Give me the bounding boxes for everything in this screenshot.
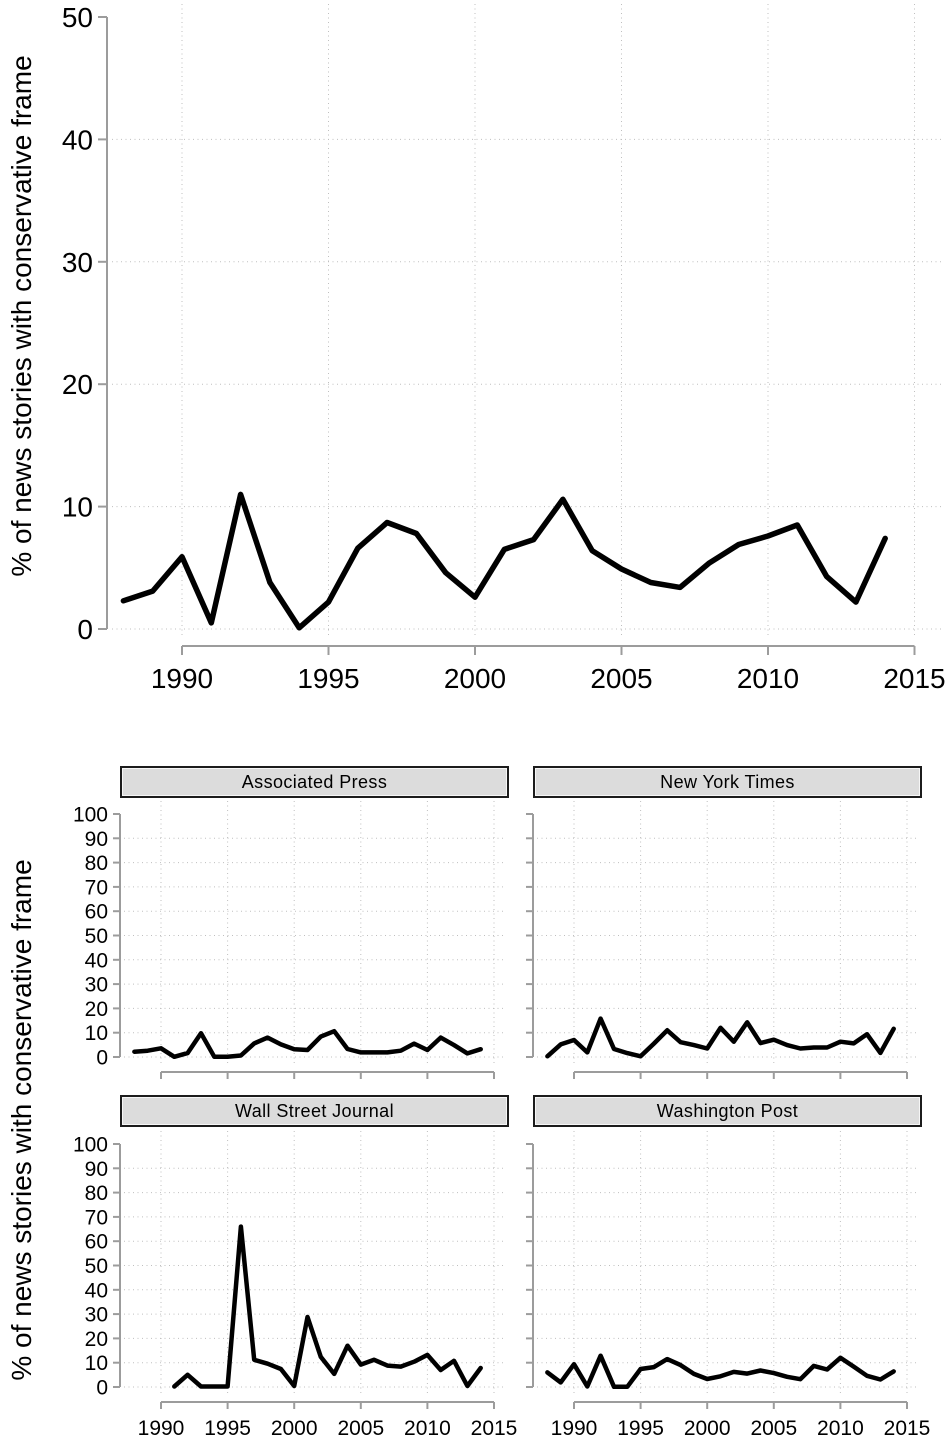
y-tick-label: 40 xyxy=(62,124,93,155)
x-tick-label: 2015 xyxy=(884,1417,931,1440)
x-tick-label: 1995 xyxy=(297,663,359,694)
y-tick-label: 40 xyxy=(85,949,108,972)
y-tick-label: 10 xyxy=(85,1352,108,1375)
chart-overall: 0 10 20 30 40 50 1990 1995 2000 2005 2010 2015 xyxy=(62,2,945,694)
y-tick-label: 80 xyxy=(85,852,108,875)
gridlines-overall xyxy=(112,4,941,636)
y-tick-label: 100 xyxy=(73,804,108,827)
y-tick-label: 60 xyxy=(85,1231,108,1254)
x-tick-label: 1990 xyxy=(551,1417,598,1440)
gridlines-new-york-times xyxy=(537,801,919,1066)
x-tick-label: 2000 xyxy=(271,1417,318,1440)
x-tick-label: 2000 xyxy=(444,663,506,694)
wall-street-journal-series-line xyxy=(172,1224,483,1389)
panel-header-associated-press: Associated Press xyxy=(120,766,509,798)
axes-new-york-times xyxy=(526,813,908,1079)
x-tick-label: 2015 xyxy=(471,1417,518,1440)
y-tick-label: 30 xyxy=(85,1304,108,1327)
x-tick-label: 2015 xyxy=(883,663,945,694)
x-tick-label: 2010 xyxy=(737,663,799,694)
gridlines-wall-street-journal xyxy=(124,1131,506,1396)
y-tick-label: 60 xyxy=(85,901,108,924)
y-tick-label: 30 xyxy=(85,974,108,997)
y-tick-label: 20 xyxy=(85,1328,108,1351)
x-tick-label: 2000 xyxy=(684,1417,731,1440)
washington-post-series-line xyxy=(545,1353,896,1390)
chart-washington-post: 1990 1995 2000 2005 2010 2015 xyxy=(526,1131,930,1440)
y-tick-label: 20 xyxy=(85,998,108,1021)
y-tick-label: 10 xyxy=(62,492,93,523)
x-tick-label: 2010 xyxy=(404,1417,451,1440)
y-tick-label: 50 xyxy=(85,925,108,948)
x-tick-label: 2005 xyxy=(750,1417,797,1440)
axes-washington-post: 1990 1995 2000 2005 2010 2015 xyxy=(526,1143,931,1440)
chart-new-york-times xyxy=(526,801,919,1079)
gridlines-associated-press xyxy=(124,801,506,1066)
y-tick-label: 90 xyxy=(85,1158,108,1181)
gridlines-washington-post xyxy=(537,1131,919,1396)
y-tick-label: 0 xyxy=(96,1377,108,1400)
panel-header-washington-post: Washington Post xyxy=(533,1095,922,1127)
y-tick-label: 40 xyxy=(85,1279,108,1302)
axes-overall: 0 10 20 30 40 50 1990 1995 2000 2005 2010 2015 xyxy=(62,2,945,694)
y-tick-label: 50 xyxy=(85,1255,108,1278)
y-tick-label: 20 xyxy=(62,369,93,400)
y-tick-label: 50 xyxy=(62,2,93,33)
x-tick-label: 2010 xyxy=(817,1417,864,1440)
y-tick-label: 80 xyxy=(85,1182,108,1205)
panel-header-new-york-times: New York Times xyxy=(533,766,922,798)
y-tick-label: 70 xyxy=(85,1206,108,1229)
y-tick-label: 70 xyxy=(85,876,108,899)
x-tick-label: 1995 xyxy=(204,1417,251,1440)
y-tick-label: 0 xyxy=(77,614,93,645)
x-tick-label: 2005 xyxy=(590,663,652,694)
new-york-times-series-line xyxy=(545,1016,896,1059)
x-tick-label: 2005 xyxy=(337,1417,384,1440)
associated-press-series-line xyxy=(132,1028,483,1060)
panel-header-wall-street-journal: Wall Street Journal xyxy=(120,1095,509,1127)
y-tick-label: 90 xyxy=(85,828,108,851)
x-tick-label: 1990 xyxy=(138,1417,185,1440)
y-tick-label: 100 xyxy=(73,1134,108,1157)
y-tick-label: 10 xyxy=(85,1022,108,1045)
y-tick-label: 30 xyxy=(62,247,93,278)
y-tick-label: 0 xyxy=(96,1047,108,1070)
overall-series-line xyxy=(120,491,888,631)
x-tick-label: 1995 xyxy=(617,1417,664,1440)
x-tick-label: 1990 xyxy=(151,663,213,694)
